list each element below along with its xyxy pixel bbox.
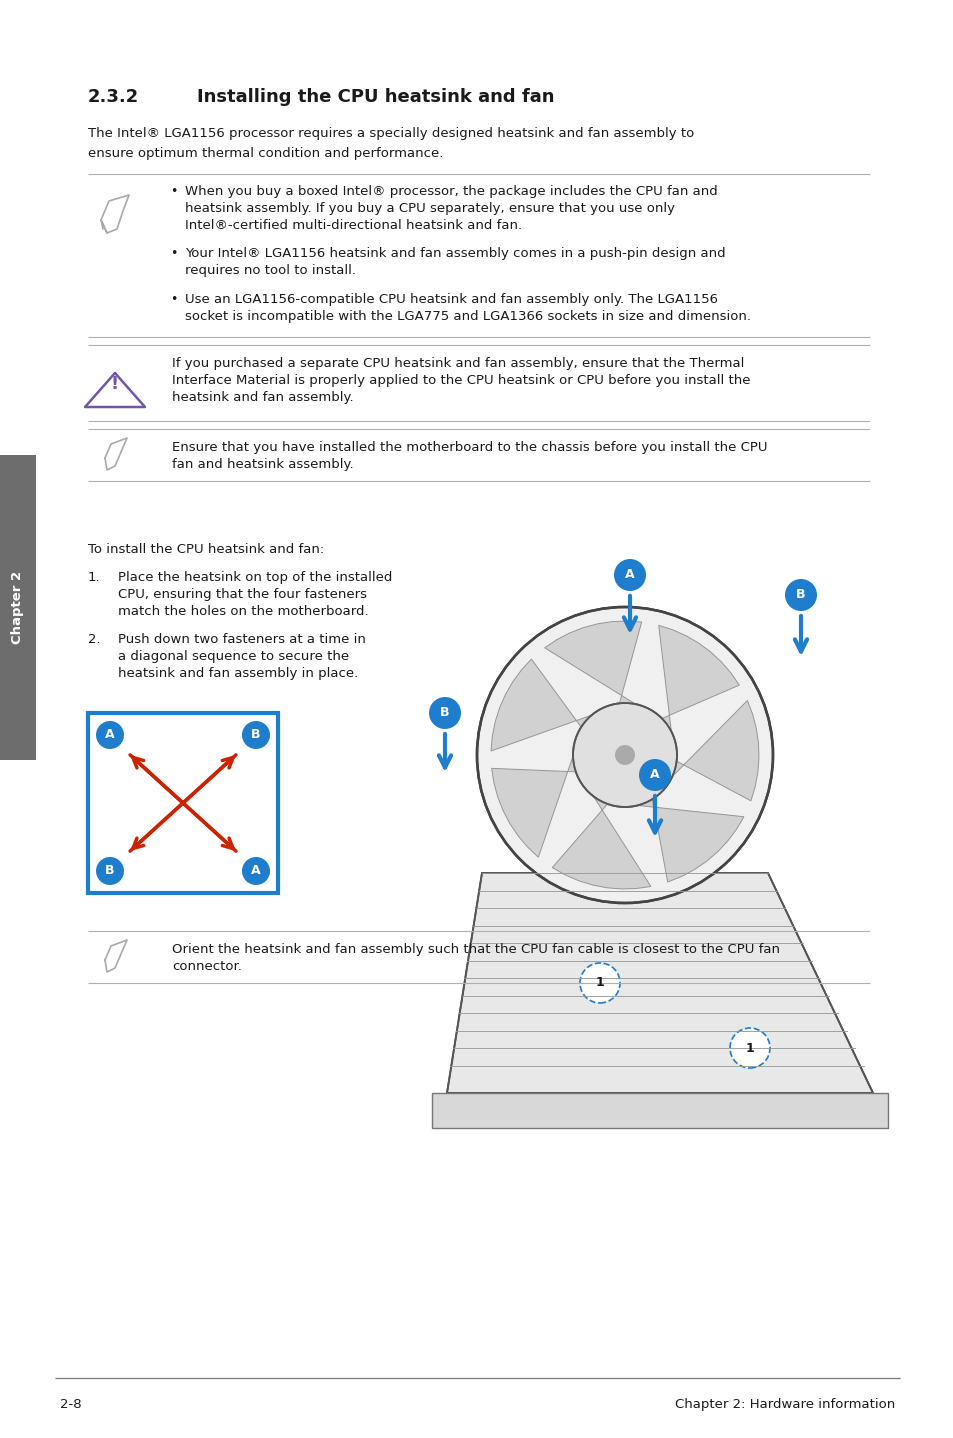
Text: Place the heatsink on top of the installed: Place the heatsink on top of the install… bbox=[118, 571, 392, 584]
Text: requires no tool to install.: requires no tool to install. bbox=[185, 265, 355, 278]
Polygon shape bbox=[552, 797, 650, 889]
Text: Interface Material is properly applied to the CPU heatsink or CPU before you ins: Interface Material is properly applied t… bbox=[172, 374, 750, 387]
Text: B: B bbox=[105, 864, 114, 877]
Text: •: • bbox=[170, 247, 177, 260]
Text: 2-8: 2-8 bbox=[60, 1398, 82, 1411]
Text: Push down two fasteners at a time in: Push down two fasteners at a time in bbox=[118, 633, 366, 646]
Text: To install the CPU heatsink and fan:: To install the CPU heatsink and fan: bbox=[88, 544, 324, 557]
Text: a diagonal sequence to secure the: a diagonal sequence to secure the bbox=[118, 650, 349, 663]
Text: Ensure that you have installed the motherboard to the chassis before you install: Ensure that you have installed the mothe… bbox=[172, 441, 767, 454]
Text: B: B bbox=[439, 706, 449, 719]
Text: A: A bbox=[650, 768, 659, 781]
Text: Orient the heatsink and fan assembly such that the CPU fan cable is closest to t: Orient the heatsink and fan assembly suc… bbox=[172, 943, 780, 956]
Text: ensure optimum thermal condition and performance.: ensure optimum thermal condition and per… bbox=[88, 147, 443, 160]
Text: The Intel® LGA1156 processor requires a specially designed heatsink and fan asse: The Intel® LGA1156 processor requires a … bbox=[88, 127, 694, 139]
Polygon shape bbox=[658, 626, 739, 732]
Text: match the holes on the motherboard.: match the holes on the motherboard. bbox=[118, 605, 368, 618]
Text: B: B bbox=[251, 729, 260, 742]
Text: •: • bbox=[170, 186, 177, 198]
Circle shape bbox=[615, 745, 635, 765]
Circle shape bbox=[639, 759, 670, 791]
Polygon shape bbox=[447, 873, 872, 1093]
Text: Your Intel® LGA1156 heatsink and fan assembly comes in a push-pin design and: Your Intel® LGA1156 heatsink and fan ass… bbox=[185, 247, 725, 260]
Circle shape bbox=[579, 963, 619, 1002]
Circle shape bbox=[729, 1028, 769, 1068]
Polygon shape bbox=[491, 756, 576, 857]
Circle shape bbox=[476, 607, 772, 903]
Text: fan and heatsink assembly.: fan and heatsink assembly. bbox=[172, 457, 354, 472]
Polygon shape bbox=[672, 700, 759, 801]
Bar bbox=[0, 454, 36, 761]
Polygon shape bbox=[491, 659, 591, 751]
Text: Chapter 2: Chapter 2 bbox=[11, 571, 25, 644]
Text: A: A bbox=[251, 864, 260, 877]
Circle shape bbox=[429, 697, 460, 729]
Circle shape bbox=[96, 720, 124, 749]
Polygon shape bbox=[544, 621, 641, 705]
Bar bbox=[88, 713, 277, 893]
Text: 2.: 2. bbox=[88, 633, 100, 646]
Circle shape bbox=[614, 559, 645, 591]
Text: heatsink and fan assembly in place.: heatsink and fan assembly in place. bbox=[118, 667, 358, 680]
Text: Chapter 2: Hardware information: Chapter 2: Hardware information bbox=[674, 1398, 894, 1411]
Text: connector.: connector. bbox=[172, 961, 242, 974]
Text: !: ! bbox=[111, 375, 119, 393]
Text: 1: 1 bbox=[595, 976, 604, 989]
Text: CPU, ensuring that the four fasteners: CPU, ensuring that the four fasteners bbox=[118, 588, 367, 601]
Circle shape bbox=[573, 703, 677, 807]
Circle shape bbox=[784, 580, 816, 611]
Text: heatsink and fan assembly.: heatsink and fan assembly. bbox=[172, 391, 354, 404]
Text: 1.: 1. bbox=[88, 571, 100, 584]
Text: If you purchased a separate CPU heatsink and fan assembly, ensure that the Therm: If you purchased a separate CPU heatsink… bbox=[172, 357, 743, 370]
Text: A: A bbox=[624, 568, 634, 581]
Text: 1: 1 bbox=[745, 1041, 754, 1054]
Text: Intel®-certified multi-directional heatsink and fan.: Intel®-certified multi-directional heats… bbox=[185, 219, 521, 232]
Text: heatsink assembly. If you buy a CPU separately, ensure that you use only: heatsink assembly. If you buy a CPU sepa… bbox=[185, 201, 675, 216]
Text: Installing the CPU heatsink and fan: Installing the CPU heatsink and fan bbox=[196, 88, 554, 106]
Text: socket is incompatible with the LGA775 and LGA1366 sockets in size and dimension: socket is incompatible with the LGA775 a… bbox=[185, 311, 750, 324]
Text: 2.3.2: 2.3.2 bbox=[88, 88, 139, 106]
Polygon shape bbox=[432, 1093, 887, 1127]
Polygon shape bbox=[637, 800, 743, 881]
Circle shape bbox=[242, 720, 270, 749]
Text: B: B bbox=[796, 588, 805, 601]
Circle shape bbox=[242, 857, 270, 884]
Text: Use an LGA1156-compatible CPU heatsink and fan assembly only. The LGA1156: Use an LGA1156-compatible CPU heatsink a… bbox=[185, 293, 718, 306]
Text: A: A bbox=[105, 729, 114, 742]
Circle shape bbox=[96, 857, 124, 884]
Text: When you buy a boxed Intel® processor, the package includes the CPU fan and: When you buy a boxed Intel® processor, t… bbox=[185, 186, 717, 198]
Text: •: • bbox=[170, 293, 177, 306]
